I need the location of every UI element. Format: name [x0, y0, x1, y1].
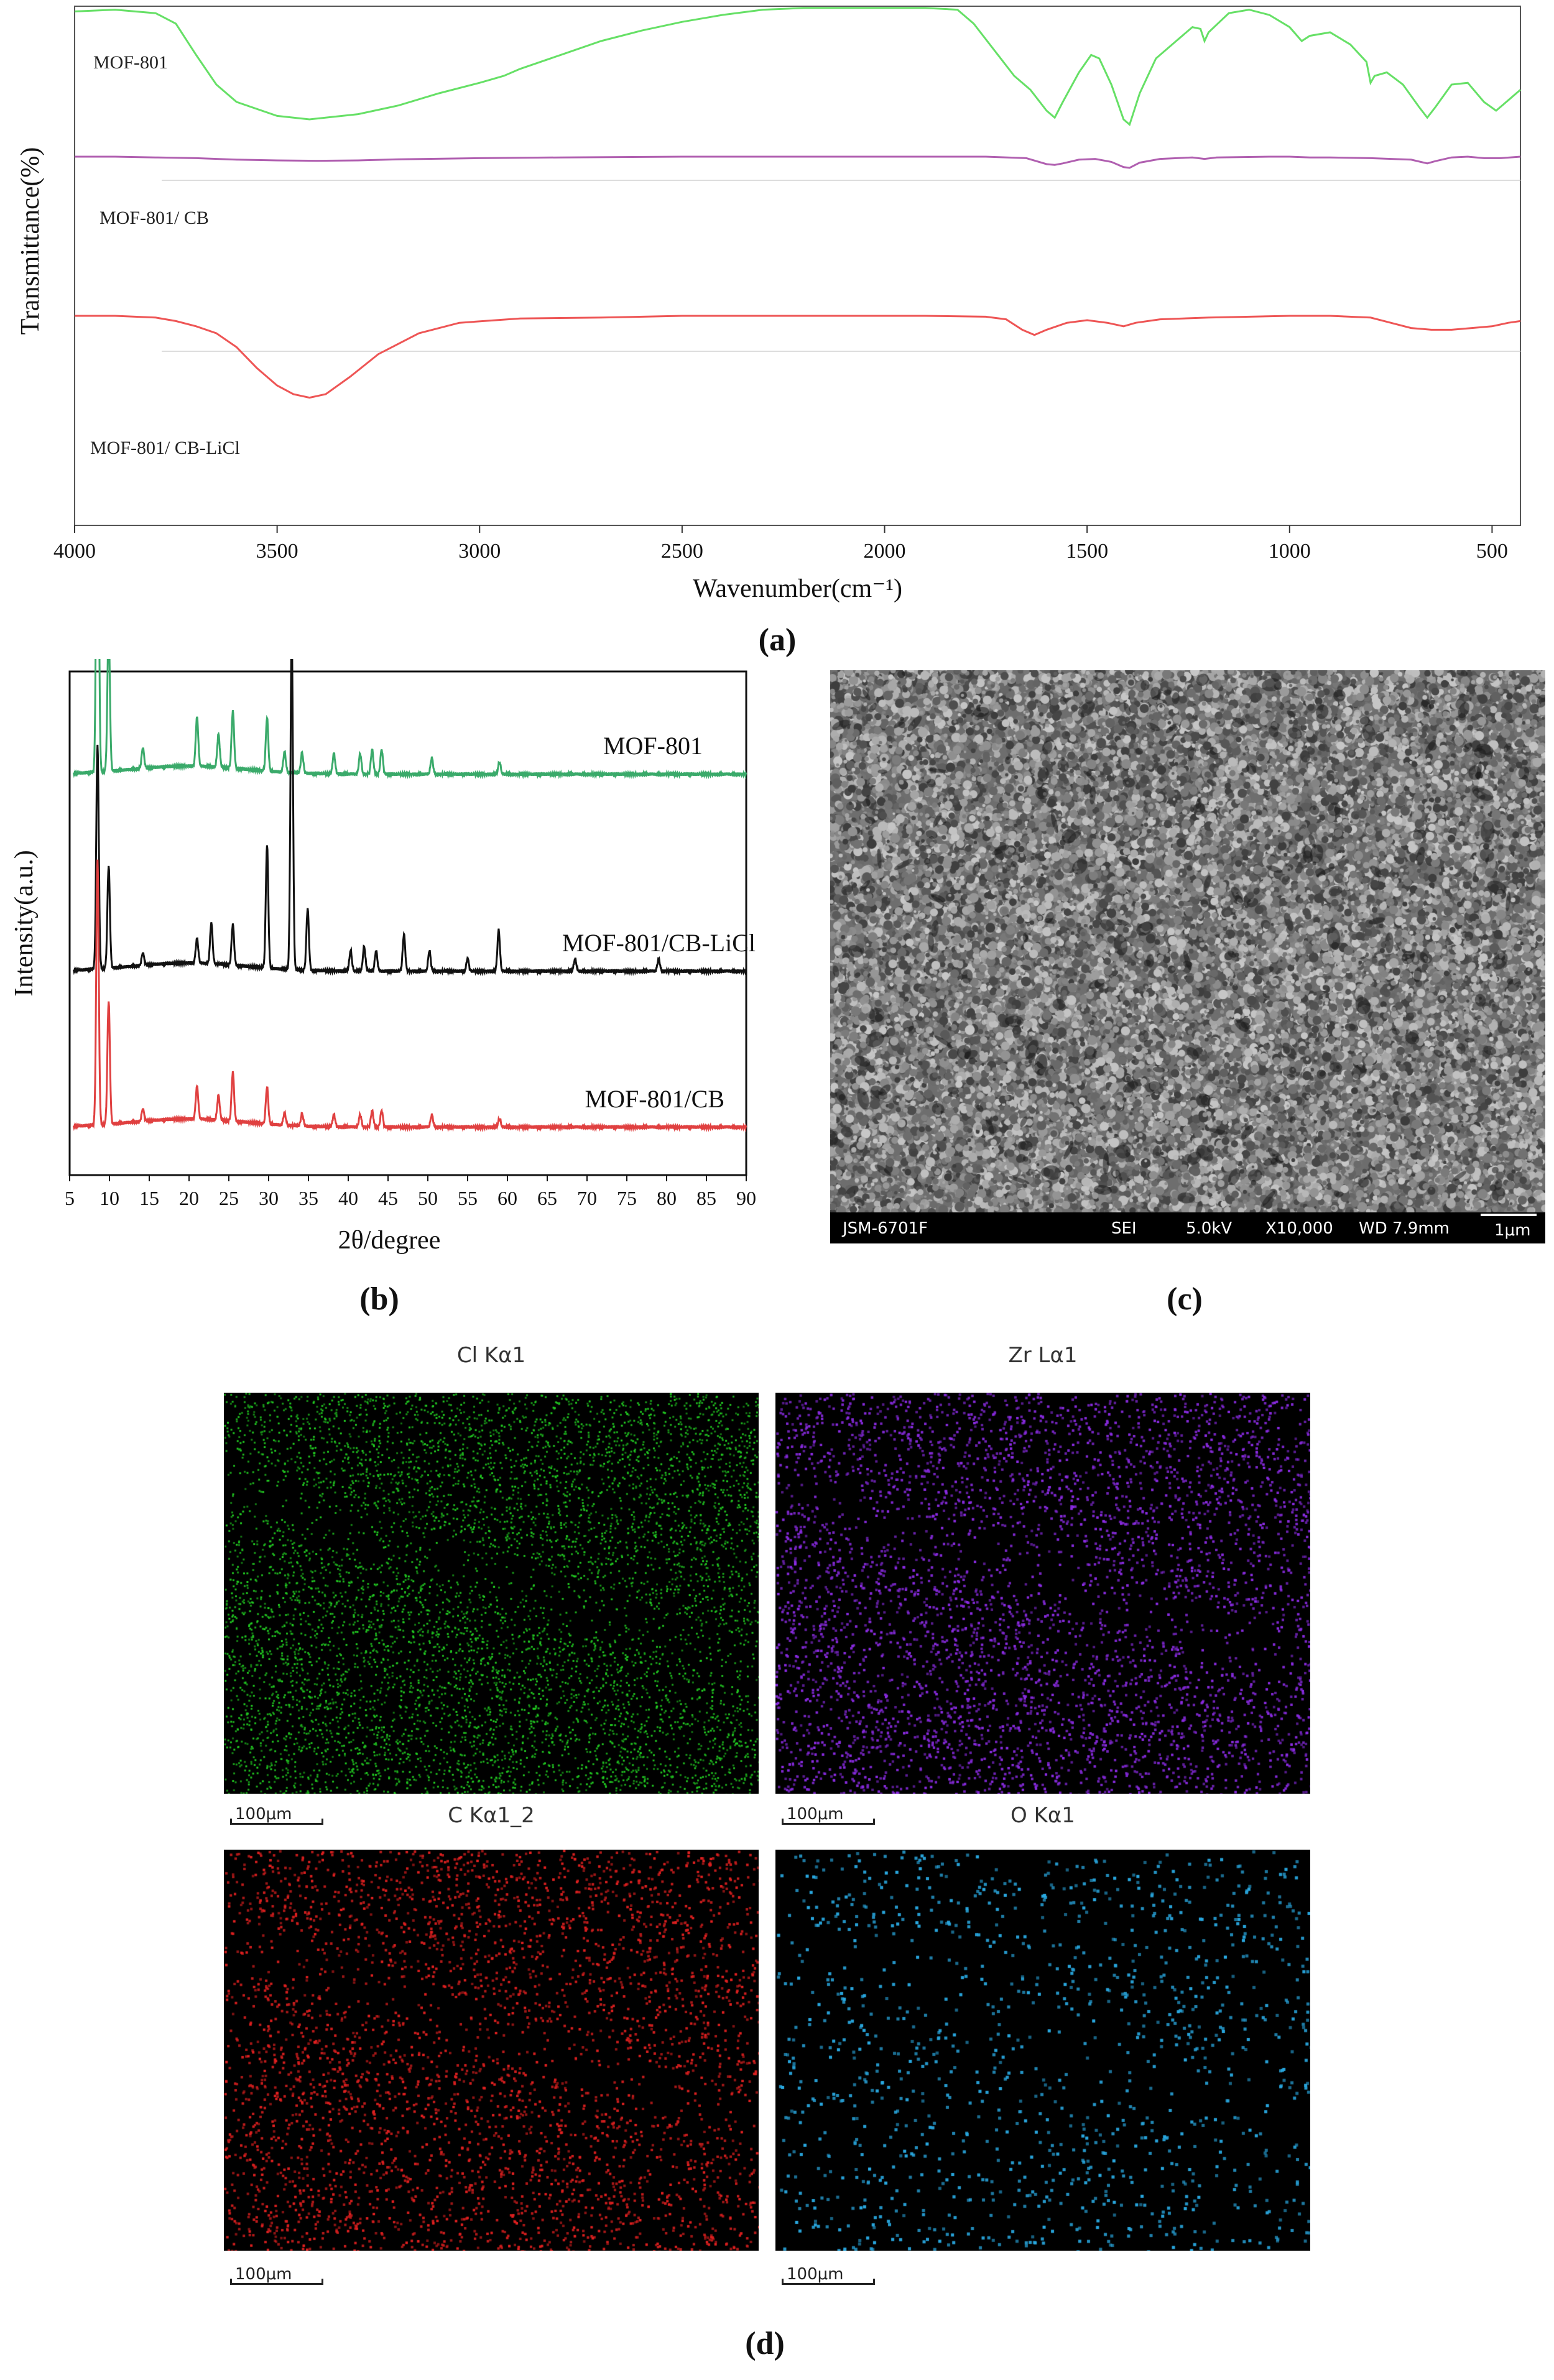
sem-magnification: X10,000	[1265, 1219, 1333, 1238]
ftir-plot-frame	[74, 6, 1521, 526]
xrd-x-tick-label: 45	[378, 1187, 398, 1209]
ftir-x-axis-label: Wavenumber(cm⁻¹)	[693, 574, 902, 603]
xrd-x-axis-label: 2θ/degree	[338, 1226, 441, 1255]
sem-instrument: JSM-6701F	[843, 1219, 928, 1238]
ftir-x-tick-label: 2000	[864, 540, 906, 563]
sem-texture	[830, 670, 1545, 1212]
xrd-x-tick-label: 60	[497, 1187, 517, 1209]
panel-label-a: (a)	[758, 622, 797, 658]
eds-scalebar-c: 100μm	[230, 2260, 330, 2285]
eds-map-cl	[224, 1393, 759, 1794]
sem-image: JSM-6701F SEI 5.0kV X10,000 WD 7.9mm 1μm	[830, 670, 1545, 1243]
sem-info-bar: JSM-6701F SEI 5.0kV X10,000 WD 7.9mm 1μm	[830, 1212, 1545, 1243]
panel-label-c: (c)	[1167, 1281, 1203, 1317]
ftir-x-tick-label: 2500	[661, 540, 703, 563]
xrd-series-label: MOF-801	[603, 732, 703, 760]
ftir-x-tick-label: 3500	[256, 540, 298, 563]
sem-mode: SEI	[1111, 1219, 1137, 1238]
xrd-x-tick-label: 90	[736, 1187, 756, 1209]
xrd-x-tick-label: 65	[537, 1187, 557, 1209]
ftir-series-label: MOF-801/ CB-LiCl	[90, 438, 240, 458]
xrd-series-label: MOF-801/CB-LiCl	[562, 929, 756, 957]
eds-scalebar-zr: 100μm	[782, 1800, 881, 1825]
xrd-y-axis-label: Intensity(a.u.)	[10, 850, 39, 997]
eds-title-o: O Kα1	[1011, 1803, 1075, 1828]
xrd-x-tick-label: 30	[259, 1187, 279, 1209]
ftir-x-tick-label: 3000	[458, 540, 501, 563]
sem-voltage: 5.0kV	[1186, 1219, 1233, 1238]
xrd-series-label: MOF-801/CB	[585, 1085, 725, 1113]
ftir-x-tick-label: 500	[1476, 540, 1508, 563]
ftir-series-label: MOF-801/ CB	[99, 208, 209, 228]
ftir-series-label: MOF-801	[93, 52, 168, 73]
eds-title-cl: Cl Kα1	[456, 1343, 526, 1368]
ftir-x-tick-label: 1500	[1066, 540, 1108, 563]
xrd-plot-frame	[68, 670, 747, 1176]
sem-working-distance: WD 7.9mm	[1359, 1219, 1450, 1238]
panel-label-d: (d)	[745, 2326, 785, 2361]
eds-title-zr: Zr Lα1	[1008, 1343, 1078, 1368]
xrd-chart: 5 10 15 20 25 30 35 40 45 50 55 60 65 70 75 80 85 90 MOF-8…	[10, 659, 756, 1255]
eds-map-c	[224, 1850, 759, 2251]
xrd-series-line	[72, 659, 747, 780]
xrd-x-tick-label: 55	[458, 1187, 478, 1209]
xrd-series-line	[72, 659, 747, 977]
xrd-series-line	[72, 859, 747, 1133]
xrd-x-tick-label: 75	[617, 1187, 637, 1209]
ftir-series-line	[75, 315, 1521, 399]
eds-scalebar-o: 100μm	[782, 2260, 881, 2285]
ftir-chart: 4000 3500 3000 2500 2000 1500 1000 500 MOF-801 MO…	[16, 6, 1521, 603]
sem-scale-label: 1μm	[1494, 1221, 1531, 1240]
xrd-x-tick-label: 80	[657, 1187, 677, 1209]
xrd-x-tick-label: 50	[418, 1187, 438, 1209]
xrd-x-tick-label: 5	[65, 1187, 75, 1209]
panel-label-b: (b)	[359, 1281, 399, 1317]
xrd-x-tick-label: 70	[577, 1187, 597, 1209]
xrd-x-tick-label: 35	[298, 1187, 318, 1209]
eds-map-zr	[775, 1393, 1310, 1794]
xrd-x-tick-label: 10	[99, 1187, 119, 1209]
xrd-x-tick-label: 85	[696, 1187, 716, 1209]
sem-scale-bar	[1481, 1214, 1537, 1216]
xrd-x-tick-label: 20	[179, 1187, 199, 1209]
ftir-series-line	[75, 155, 1521, 169]
xrd-x-tick-label: 40	[338, 1187, 358, 1209]
eds-title-c: C Kα1_2	[448, 1803, 535, 1828]
xrd-x-tick-label: 15	[139, 1187, 159, 1209]
ftir-x-tick-label: 4000	[53, 540, 96, 563]
eds-map-o	[775, 1850, 1310, 2251]
ftir-series-line	[74, 7, 1521, 127]
ftir-x-tick-label: 1000	[1269, 540, 1311, 563]
ftir-y-axis-label: Transmittance(%)	[16, 147, 45, 335]
xrd-x-tick-label: 25	[219, 1187, 239, 1209]
eds-scalebar-cl: 100μm	[230, 1800, 330, 1825]
